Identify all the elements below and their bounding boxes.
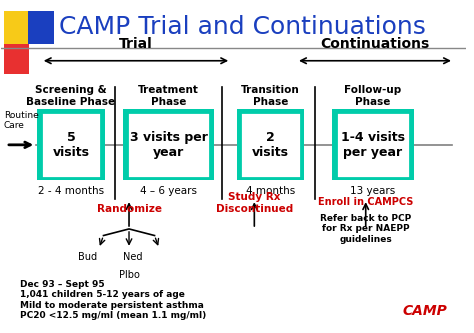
Text: Follow-up
Phase: Follow-up Phase	[344, 85, 401, 107]
Text: Refer back to PCP
for Rx per NAEPP
guidelines: Refer back to PCP for Rx per NAEPP guide…	[320, 214, 411, 244]
Text: CAMP Trial and Continuations: CAMP Trial and Continuations	[59, 15, 426, 39]
FancyBboxPatch shape	[4, 44, 29, 74]
FancyBboxPatch shape	[37, 109, 105, 180]
FancyBboxPatch shape	[4, 11, 29, 44]
FancyBboxPatch shape	[28, 11, 54, 44]
Text: Continuations: Continuations	[320, 37, 429, 51]
Text: Screening &
Baseline Phase: Screening & Baseline Phase	[27, 85, 116, 107]
Text: CAMP: CAMP	[402, 304, 447, 318]
Text: 4 months: 4 months	[246, 186, 295, 196]
Text: 2
visits: 2 visits	[252, 131, 289, 159]
FancyBboxPatch shape	[240, 112, 301, 178]
Text: Randomize: Randomize	[97, 204, 162, 214]
FancyBboxPatch shape	[127, 112, 210, 178]
Text: Routine
Care: Routine Care	[4, 111, 38, 130]
Text: Trial: Trial	[119, 37, 153, 51]
Text: 4 – 6 years: 4 – 6 years	[140, 186, 197, 196]
Text: Ned: Ned	[123, 252, 143, 262]
Text: Treatment
Phase: Treatment Phase	[138, 85, 199, 107]
FancyBboxPatch shape	[123, 109, 214, 180]
FancyBboxPatch shape	[332, 109, 413, 180]
Text: 2 - 4 months: 2 - 4 months	[38, 186, 104, 196]
Text: Study Rx
Discontinued: Study Rx Discontinued	[216, 192, 293, 214]
FancyBboxPatch shape	[41, 112, 101, 178]
FancyBboxPatch shape	[336, 112, 410, 178]
Text: 1-4 visits
per year: 1-4 visits per year	[341, 131, 405, 159]
Text: Transition
Phase: Transition Phase	[241, 85, 300, 107]
Text: Enroll in CAMPCS: Enroll in CAMPCS	[318, 197, 413, 207]
FancyBboxPatch shape	[237, 109, 304, 180]
Text: Bud: Bud	[78, 252, 97, 262]
Text: 3 visits per
year: 3 visits per year	[129, 131, 208, 159]
Text: Plbo: Plbo	[118, 270, 139, 280]
Text: 5
visits: 5 visits	[53, 131, 90, 159]
Text: 13 years: 13 years	[350, 186, 395, 196]
Text: Dec 93 – Sept 95
1,041 children 5-12 years of age
Mild to moderate persistent as: Dec 93 – Sept 95 1,041 children 5-12 yea…	[20, 280, 206, 320]
